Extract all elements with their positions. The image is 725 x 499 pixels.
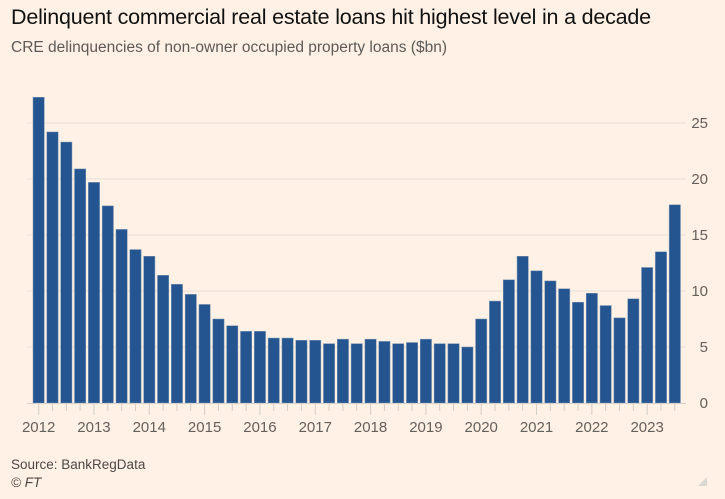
x-tick-label: 2023 xyxy=(630,419,663,436)
x-tick-label: 2015 xyxy=(188,419,221,436)
chart-title: Delinquent commercial real estate loans … xyxy=(11,5,651,29)
bar xyxy=(406,342,418,404)
bar xyxy=(281,337,294,404)
bar xyxy=(323,343,335,404)
y-tick-label: 5 xyxy=(700,339,708,356)
bar xyxy=(489,300,501,404)
y-tick-label: 25 xyxy=(691,115,708,132)
bar xyxy=(447,343,460,404)
bar xyxy=(502,279,515,404)
y-axis: 0 5 10 15 20 25 xyxy=(691,115,708,412)
x-tick-label: 2017 xyxy=(299,419,332,436)
bar xyxy=(572,301,584,404)
bar xyxy=(254,331,266,404)
y-tick-label: 15 xyxy=(691,227,708,244)
bar xyxy=(337,338,349,404)
bar xyxy=(74,168,87,404)
bar xyxy=(267,337,280,404)
bar xyxy=(433,343,446,404)
copyright-note: © FT xyxy=(11,475,42,490)
y-tick-label: 20 xyxy=(691,171,708,188)
bar xyxy=(60,141,73,404)
bar xyxy=(668,204,681,404)
bar xyxy=(309,340,322,404)
x-tick-label: 2018 xyxy=(354,419,387,436)
bar xyxy=(350,343,363,404)
bar xyxy=(558,288,571,404)
bar xyxy=(655,251,667,404)
x-axis: 2012 2013 2014 2015 2016 2017 2018 2019 2020 2021… xyxy=(22,403,686,436)
x-tick-label: 2013 xyxy=(77,419,110,436)
bar xyxy=(212,318,225,404)
bar xyxy=(101,205,114,404)
bar xyxy=(475,318,488,404)
bar xyxy=(157,275,170,404)
bar xyxy=(171,284,183,404)
bar xyxy=(544,280,557,404)
bar xyxy=(226,325,239,404)
source-note: Source: BankRegData xyxy=(11,457,146,472)
bar xyxy=(115,229,128,404)
x-tick-label: 2014 xyxy=(133,419,166,436)
x-tick-label: 2019 xyxy=(409,419,442,436)
bar xyxy=(364,338,377,404)
bar xyxy=(461,346,474,404)
bar xyxy=(627,298,640,404)
bar xyxy=(585,292,598,404)
bar xyxy=(516,256,529,404)
resize-grip-icon[interactable] xyxy=(698,477,707,486)
x-tick-label: 2016 xyxy=(243,419,276,436)
bar xyxy=(184,294,197,404)
bar xyxy=(88,182,100,404)
bar xyxy=(641,267,654,404)
bar xyxy=(599,305,612,404)
bar xyxy=(378,341,391,404)
bar xyxy=(419,338,432,404)
bar xyxy=(46,131,59,404)
bar xyxy=(392,343,405,404)
y-tick-label: 10 xyxy=(691,283,708,300)
bar xyxy=(530,270,543,404)
bar xyxy=(198,304,211,404)
bar xyxy=(613,317,626,404)
bar xyxy=(295,340,308,404)
x-tick-label: 2021 xyxy=(520,419,553,436)
chart-subtitle: CRE delinquencies of non-owner occupied … xyxy=(11,39,447,56)
bar xyxy=(240,331,252,404)
x-tick-label: 2022 xyxy=(575,419,608,436)
bars xyxy=(32,96,681,404)
bar xyxy=(129,249,142,404)
x-tick-label: 2020 xyxy=(465,419,498,436)
x-tick-label: 2012 xyxy=(22,419,55,436)
y-tick-label: 0 xyxy=(700,395,708,412)
bar xyxy=(143,256,156,404)
bar xyxy=(32,96,45,404)
